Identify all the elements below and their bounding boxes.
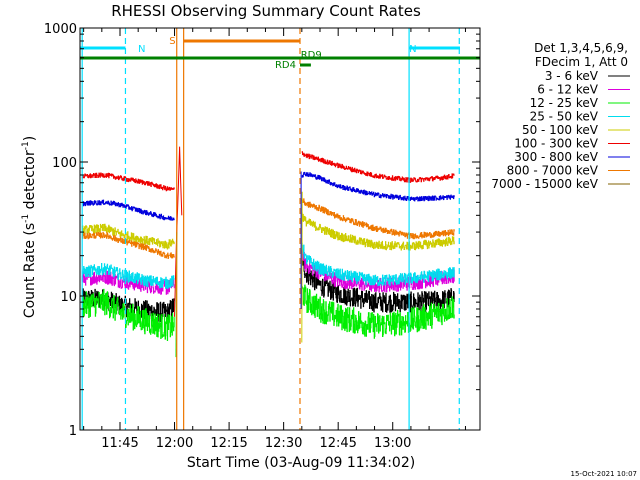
status-bar-label: N bbox=[138, 44, 145, 55]
series-line bbox=[301, 212, 455, 251]
series-line bbox=[301, 284, 455, 339]
series-line bbox=[301, 242, 455, 287]
x-tick-label: 12:30 bbox=[265, 436, 302, 451]
legend-entry-label: 25 - 50 keV bbox=[530, 110, 599, 124]
x-tick-label: 13:00 bbox=[374, 436, 411, 451]
x-axis-label: Start Time (03-Aug-09 11:34:02) bbox=[187, 455, 415, 471]
status-bar-label: S bbox=[169, 36, 175, 47]
y-axis-label-part: detector bbox=[22, 150, 38, 214]
series-6 bbox=[81, 171, 455, 221]
y-tick-label: 1000 bbox=[44, 22, 77, 37]
series-4 bbox=[81, 212, 455, 251]
legend-entry-label: 50 - 100 keV bbox=[522, 123, 599, 137]
series-line bbox=[81, 269, 175, 295]
x-tick-label: 11:45 bbox=[101, 436, 138, 451]
series-3 bbox=[81, 242, 455, 290]
series-7 bbox=[81, 198, 455, 259]
footer-timestamp: 15-Oct-2021 10:07 bbox=[571, 470, 637, 478]
legend-entry-label: 3 - 6 keV bbox=[545, 69, 599, 83]
legend-entry-label: 6 - 12 keV bbox=[537, 83, 599, 97]
series-line bbox=[81, 288, 175, 341]
axes-layer: 11:45 12:00 12:15 12:30 12:45 13:00 1 10 100 1000 bbox=[44, 22, 481, 451]
series-line bbox=[301, 151, 455, 183]
legend-entry-label: 300 - 800 keV bbox=[514, 150, 598, 164]
series-line bbox=[81, 263, 175, 290]
legend-entry-label: 800 - 7000 keV bbox=[507, 164, 599, 178]
legend-header-line2: FDecim 1, Att 0 bbox=[535, 55, 628, 69]
legend-header-line1: Det 1,3,4,5,6,9, bbox=[534, 41, 628, 55]
y-tick-label: 10 bbox=[60, 290, 77, 305]
y-axis-label-superscript: -1 bbox=[21, 214, 31, 223]
overlay-layer: N N S RD9 RD4 bbox=[80, 28, 480, 430]
series-line bbox=[81, 172, 175, 192]
series-line bbox=[81, 223, 175, 250]
flare-spike bbox=[174, 146, 183, 317]
y-axis-label-part: Count Rate (s bbox=[22, 223, 38, 318]
x-tick-label: 12:15 bbox=[210, 436, 247, 451]
legend-entry-label: 12 - 25 keV bbox=[530, 96, 599, 110]
series-1 bbox=[81, 249, 455, 295]
y-axis-label: Count Rate (s-1 detector-1) bbox=[21, 136, 38, 318]
legend: Det 1,3,4,5,6,9, FDecim 1, Att 0 3 - 6 k… bbox=[491, 41, 630, 191]
series-line bbox=[301, 198, 455, 240]
series-2 bbox=[81, 284, 455, 341]
x-tick-label: 12:45 bbox=[319, 436, 356, 451]
y-tick-label: 1 bbox=[69, 424, 77, 439]
series-5 bbox=[81, 151, 455, 192]
status-bar-label: N bbox=[409, 44, 416, 55]
series-line bbox=[81, 231, 175, 259]
y-tick-label: 100 bbox=[52, 156, 77, 171]
x-tick-label: 12:00 bbox=[156, 436, 193, 451]
series-line bbox=[301, 251, 455, 313]
data-layer bbox=[81, 146, 455, 358]
y-axis-label-superscript: -1 bbox=[21, 141, 31, 150]
chart-title: RHESSI Observing Summary Count Rates bbox=[111, 2, 421, 20]
series-line bbox=[81, 199, 175, 221]
plot-frame bbox=[79, 27, 481, 431]
legend-entry-label: 100 - 300 keV bbox=[514, 137, 598, 151]
status-bar-label: RD4 bbox=[275, 60, 296, 71]
y-axis-label-part: ) bbox=[22, 136, 38, 141]
legend-entry-label: 7000 - 15000 keV bbox=[491, 177, 598, 191]
series-line bbox=[301, 171, 455, 202]
status-bar-label: RD9 bbox=[301, 50, 322, 61]
